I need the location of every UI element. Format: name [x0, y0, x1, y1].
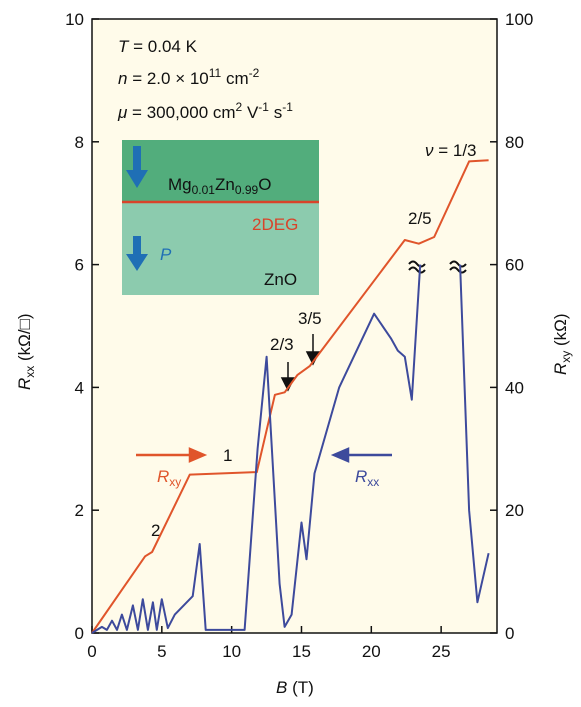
data-line	[91, 159, 489, 634]
inset-bottom-layer	[122, 202, 319, 295]
y-tick-label: 0	[75, 624, 84, 643]
data-line	[91, 264, 490, 634]
x-tick-label: 15	[292, 642, 311, 661]
inset-label: 2DEG	[252, 215, 298, 234]
y-tick-label: 10	[65, 10, 84, 29]
y2-tick-label: 40	[505, 378, 524, 397]
y-tick-label: 4	[75, 378, 84, 397]
inset: Mg0.01Zn0.99O 2DEG P ZnO	[122, 140, 319, 295]
legend-arrow	[330, 447, 392, 463]
annotation: n = 2.0 × 1011 cm-2	[118, 66, 260, 88]
y-axis-title: Rxx (kΩ/□)	[15, 313, 37, 390]
polarization-arrow	[126, 236, 148, 271]
x-axis-title: B (T)	[276, 678, 314, 697]
x-tick-label: 0	[87, 642, 96, 661]
y2-tick-label: 20	[505, 501, 524, 520]
annotation: μ = 300,000 cm2 V-1 s-1	[117, 100, 293, 122]
legend-label: Rxx	[355, 467, 379, 489]
inset-label: ZnO	[264, 270, 297, 289]
annotation: T = 0.04 K	[118, 37, 198, 56]
legend-label: Rxy	[157, 467, 181, 489]
axis-break	[408, 260, 467, 274]
annotation: ν = 1/3	[425, 141, 477, 160]
annotation: 2/5	[408, 209, 432, 228]
x-tick-label: 5	[157, 642, 166, 661]
y2-tick-label: 60	[505, 256, 524, 275]
plot-area	[91, 18, 498, 634]
y-tick-label: 2	[75, 501, 84, 520]
inset-top-layer	[122, 140, 319, 202]
x-tick-label: 10	[222, 642, 241, 661]
polarization-arrow	[126, 146, 148, 188]
y2-axis-title: Rxy (kΩ)	[551, 313, 573, 375]
inset-label: P	[160, 245, 172, 264]
inset-label: Mg0.01Zn0.99O	[168, 175, 271, 197]
x-tick-label: 20	[362, 642, 381, 661]
annotation: 2/3	[270, 335, 294, 354]
annotation: 1	[223, 446, 232, 465]
legend-arrow	[136, 447, 208, 463]
y2-tick-label: 100	[505, 10, 533, 29]
x-tick-label: 25	[432, 642, 451, 661]
y2-tick-label: 80	[505, 133, 524, 152]
annotation: 2	[151, 521, 160, 540]
y-tick-label: 6	[75, 256, 84, 275]
annotation: 3/5	[298, 309, 322, 328]
y-tick-label: 8	[75, 133, 84, 152]
y2-tick-label: 0	[505, 624, 514, 643]
